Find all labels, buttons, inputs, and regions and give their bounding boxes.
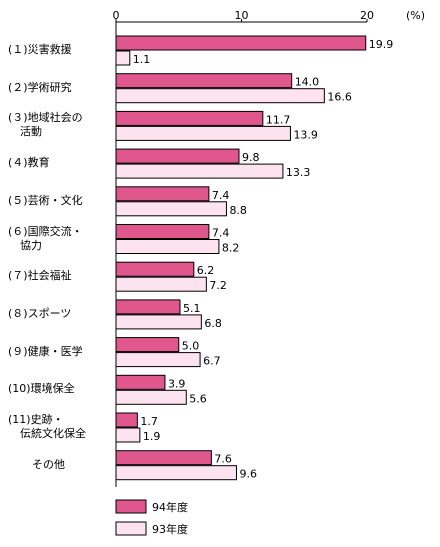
legend-label: 93年度 bbox=[152, 522, 188, 536]
data-label: 7.4 bbox=[212, 189, 230, 202]
category-label-line: (３)地域社会の bbox=[8, 111, 83, 125]
bar-series1 bbox=[115, 261, 195, 277]
data-label: 3.9 bbox=[168, 377, 186, 390]
bar-series1 bbox=[115, 148, 240, 164]
category-label: (４)教育 bbox=[8, 156, 50, 170]
bar-series2 bbox=[115, 125, 291, 141]
data-label: 6.8 bbox=[204, 317, 222, 330]
bar-series2 bbox=[115, 314, 202, 330]
bar-series1 bbox=[115, 450, 212, 466]
category-label: (３)地域社会の 活動 bbox=[8, 111, 83, 139]
bar-series2 bbox=[115, 201, 227, 217]
bar-series1 bbox=[115, 374, 166, 390]
data-label: 13.3 bbox=[286, 166, 311, 179]
data-label: 19.9 bbox=[369, 38, 394, 51]
data-label: 1.7 bbox=[140, 415, 158, 428]
legend-swatch bbox=[115, 521, 147, 536]
category-label: (８)スポーツ bbox=[8, 307, 71, 321]
category-label: (９)健康・医学 bbox=[8, 345, 83, 359]
data-label: 7.4 bbox=[212, 227, 230, 240]
legend-swatch bbox=[115, 499, 147, 514]
category-label-line: 活動 bbox=[20, 125, 42, 139]
data-label: 7.2 bbox=[209, 279, 227, 292]
category-label-line: (11)史跡・ bbox=[8, 413, 64, 426]
data-label: 6.7 bbox=[203, 355, 221, 368]
data-label: 9.8 bbox=[242, 151, 259, 164]
category-label: (２)学術研究 bbox=[8, 81, 72, 95]
category-label: (１)災害救援 bbox=[8, 43, 72, 57]
category-label: (11)史跡・ 伝統文化保全 bbox=[8, 413, 86, 441]
data-label: 8.2 bbox=[222, 242, 240, 255]
data-label: 5.6 bbox=[189, 392, 207, 405]
bar-series2 bbox=[115, 276, 207, 292]
category-label-line: 協力 bbox=[20, 238, 42, 252]
bar-series2 bbox=[115, 50, 131, 66]
bar-series1 bbox=[115, 412, 138, 428]
data-label: 1.9 bbox=[143, 430, 161, 443]
x-tick-label: 20 bbox=[360, 9, 374, 22]
bar-series1 bbox=[115, 35, 367, 51]
bar-series1 bbox=[115, 337, 180, 353]
bar-series1 bbox=[115, 73, 293, 89]
category-label-line: その他 bbox=[32, 457, 65, 471]
bar-series2 bbox=[115, 465, 237, 481]
category-label-line: (９)健康・医学 bbox=[8, 344, 83, 358]
data-label: 5.1 bbox=[183, 302, 201, 315]
category-label-line: (５)芸術・文化 bbox=[8, 193, 83, 207]
bar-series2 bbox=[115, 88, 325, 104]
unit-label: (%) bbox=[406, 9, 425, 22]
category-label-line: (６)国際交流・ bbox=[8, 224, 83, 238]
bar-series2 bbox=[115, 239, 220, 254]
bar-series2 bbox=[115, 389, 187, 405]
category-label-line: 伝統文化保全 bbox=[20, 427, 86, 440]
category-label: (７)社会福祉 bbox=[8, 269, 72, 283]
category-label-line: (７)社会福祉 bbox=[8, 269, 72, 283]
data-label: 8.8 bbox=[229, 204, 247, 217]
data-label: 1.1 bbox=[133, 53, 151, 66]
bar-series1 bbox=[115, 186, 210, 202]
bar-series2 bbox=[115, 163, 284, 179]
category-label-line: (２)学術研究 bbox=[8, 80, 72, 94]
legend-label: 94年度 bbox=[152, 500, 188, 514]
x-tick-label: 10 bbox=[235, 9, 249, 22]
data-label: 9.6 bbox=[239, 468, 256, 481]
data-label: 7.6 bbox=[214, 453, 232, 466]
category-label: (５)芸術・文化 bbox=[8, 194, 83, 208]
category-label-line: (８)スポーツ bbox=[8, 306, 72, 320]
category-label-line: (10)環境保全 bbox=[8, 382, 75, 396]
data-label: 13.9 bbox=[293, 128, 318, 141]
bar-series1 bbox=[115, 110, 264, 126]
category-label: (10)環境保全 bbox=[8, 382, 75, 396]
category-label: その他 bbox=[32, 458, 65, 472]
data-label: 6.2 bbox=[197, 264, 215, 277]
category-label-line: (４)教育 bbox=[8, 156, 50, 170]
category-label: (６)国際交流・ 協力 bbox=[8, 225, 83, 253]
data-label: 11.7 bbox=[266, 113, 291, 126]
bar-series1 bbox=[115, 299, 181, 315]
x-tick-label: 0 bbox=[113, 9, 120, 22]
bar-series1 bbox=[115, 224, 210, 239]
data-label: 16.6 bbox=[327, 91, 352, 104]
bar-series2 bbox=[115, 427, 141, 443]
data-label: 5.0 bbox=[182, 340, 200, 353]
data-label: 14.0 bbox=[295, 76, 320, 89]
bar-series2 bbox=[115, 352, 201, 368]
category-label-line: (１)災害救援 bbox=[8, 43, 72, 56]
